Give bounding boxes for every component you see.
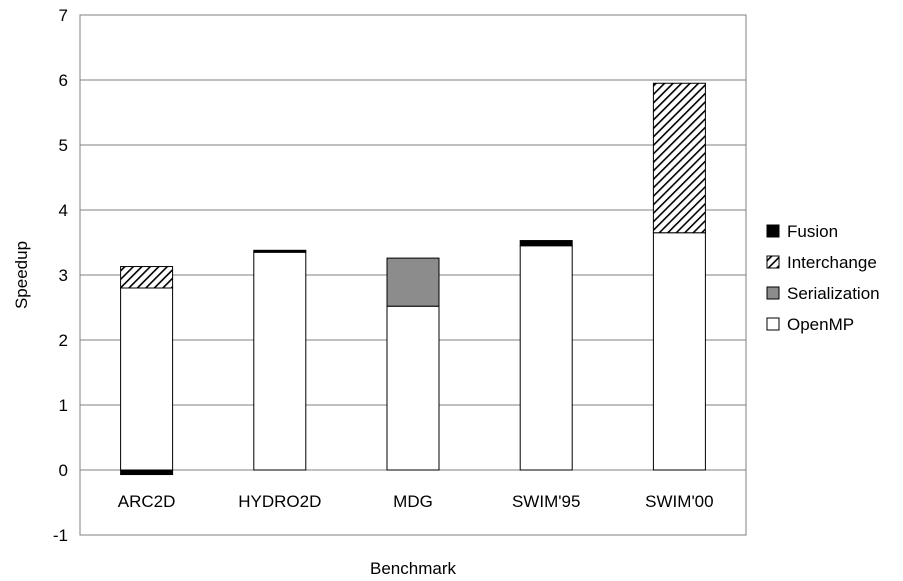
y-tick-label: 2	[59, 331, 68, 350]
y-tick-label: 3	[59, 266, 68, 285]
y-axis-ticks: -1 0 1 2 3 4 5 6 7	[53, 6, 68, 545]
bar-segment	[120, 287, 174, 471]
bar-segment	[386, 257, 440, 307]
bar-segment	[652, 82, 706, 234]
bar-segment	[253, 249, 307, 253]
bar-segment	[519, 245, 573, 471]
bar-segment	[120, 469, 174, 476]
y-axis-title: Speedup	[12, 241, 31, 309]
legend-swatch	[766, 255, 780, 269]
legend-swatch	[766, 317, 780, 331]
legend-swatch	[766, 286, 780, 300]
x-axis-ticks: ARC2D HYDRO2D MDG SWIM'95 SWIM'00	[118, 492, 714, 511]
x-tick-label: ARC2D	[118, 492, 176, 511]
bars	[120, 82, 706, 476]
bar-segment	[253, 251, 307, 471]
legend-swatch	[766, 224, 780, 238]
y-tick-label: 7	[59, 6, 68, 25]
y-tick-label: 6	[59, 71, 68, 90]
bar-segment	[652, 232, 706, 471]
x-tick-label: SWIM'95	[512, 492, 580, 511]
legend: Fusion Interchange Serialization OpenMP	[766, 222, 880, 334]
bar-segment	[386, 305, 440, 471]
bar-segment	[519, 240, 573, 247]
legend-label: Interchange	[787, 253, 877, 272]
x-tick-label: MDG	[393, 492, 433, 511]
x-tick-label: SWIM'00	[645, 492, 713, 511]
y-tick-label: 5	[59, 136, 68, 155]
legend-label: OpenMP	[787, 315, 854, 334]
plot-area	[79, 14, 747, 536]
y-tick-label: 1	[59, 396, 68, 415]
legend-label: Fusion	[787, 222, 838, 241]
bar-segment	[120, 266, 174, 289]
y-tick-label: -1	[53, 526, 68, 545]
y-tick-label: 0	[59, 461, 68, 480]
x-axis-title: Benchmark	[370, 559, 456, 578]
x-tick-label: HYDRO2D	[238, 492, 321, 511]
legend-label: Serialization	[787, 284, 880, 303]
y-tick-label: 4	[59, 201, 68, 220]
